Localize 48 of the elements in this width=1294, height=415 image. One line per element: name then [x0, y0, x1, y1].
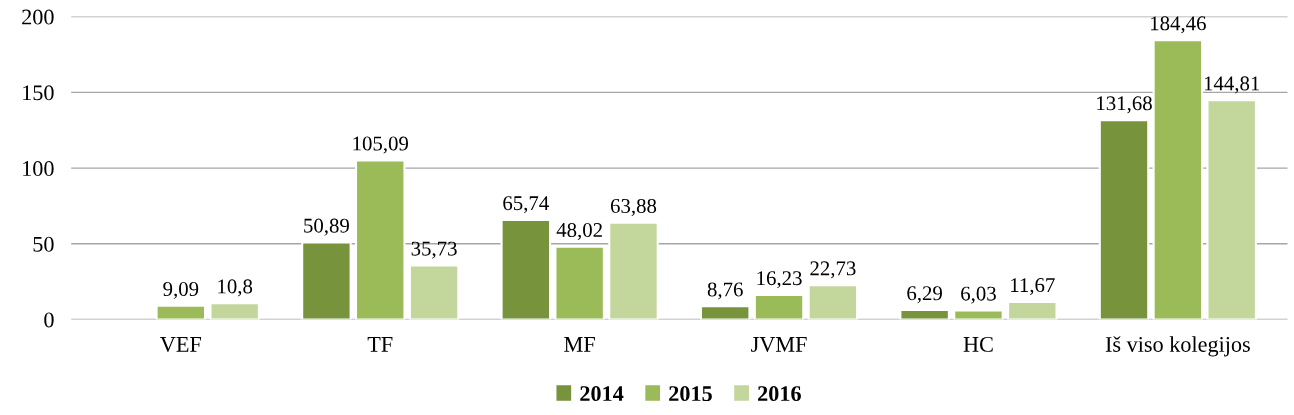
- bar: [1152, 39, 1204, 320]
- data-label: 63,88: [610, 198, 657, 216]
- data-label: 35,73: [411, 241, 457, 259]
- bar: [554, 245, 605, 320]
- legend-label: 2014: [580, 386, 624, 402]
- x-tick-label: VEF: [160, 337, 202, 352]
- bar: [354, 159, 406, 320]
- y-tick-label: 100: [23, 161, 54, 176]
- data-label: 6,29: [907, 286, 942, 304]
- data-label: 131,68: [1097, 96, 1152, 114]
- bar: [1206, 99, 1257, 320]
- data-label: 9,09: [163, 281, 199, 299]
- bar: [807, 284, 859, 320]
- bar: [699, 305, 751, 320]
- bar: [953, 309, 1004, 320]
- x-tick-label: HC: [963, 336, 993, 352]
- data-label: 48,02: [556, 222, 602, 241]
- data-label: 16,23: [757, 271, 802, 289]
- data-label: 8,76: [707, 282, 743, 300]
- x-tick-label: JVMF: [751, 337, 807, 352]
- x-tick-label: Iš viso kolegijos: [1105, 336, 1250, 357]
- bar: [408, 264, 460, 320]
- bar: [899, 308, 950, 320]
- y-tick-label: 150: [23, 85, 54, 101]
- y-tick-label: 0: [44, 312, 54, 328]
- y-tick-label: 50: [33, 236, 54, 252]
- bar: [608, 221, 659, 320]
- legend-label: 2016: [758, 386, 801, 402]
- bar: [753, 293, 805, 320]
- data-label: 105,09: [353, 136, 409, 154]
- bar: [1007, 300, 1058, 320]
- data-label: 11,67: [1011, 278, 1055, 296]
- x-tick-label: TF: [367, 337, 393, 352]
- data-label: 50,89: [304, 218, 349, 236]
- data-label: 144,81: [1204, 76, 1260, 94]
- bar: [301, 241, 352, 320]
- y-tick-label: 200: [22, 9, 54, 25]
- data-label: 22,73: [810, 261, 856, 279]
- bar: [1098, 119, 1150, 320]
- bar: [209, 302, 260, 320]
- data-label: 184,46: [1151, 16, 1206, 34]
- bar: [500, 218, 552, 320]
- legend-label: 2015: [669, 386, 712, 402]
- bar: [155, 304, 207, 320]
- x-tick-label: MF: [564, 337, 595, 352]
- data-label: 6,03: [961, 286, 996, 304]
- data-label: 65,74: [503, 196, 549, 214]
- data-label: 10,8: [218, 279, 253, 297]
